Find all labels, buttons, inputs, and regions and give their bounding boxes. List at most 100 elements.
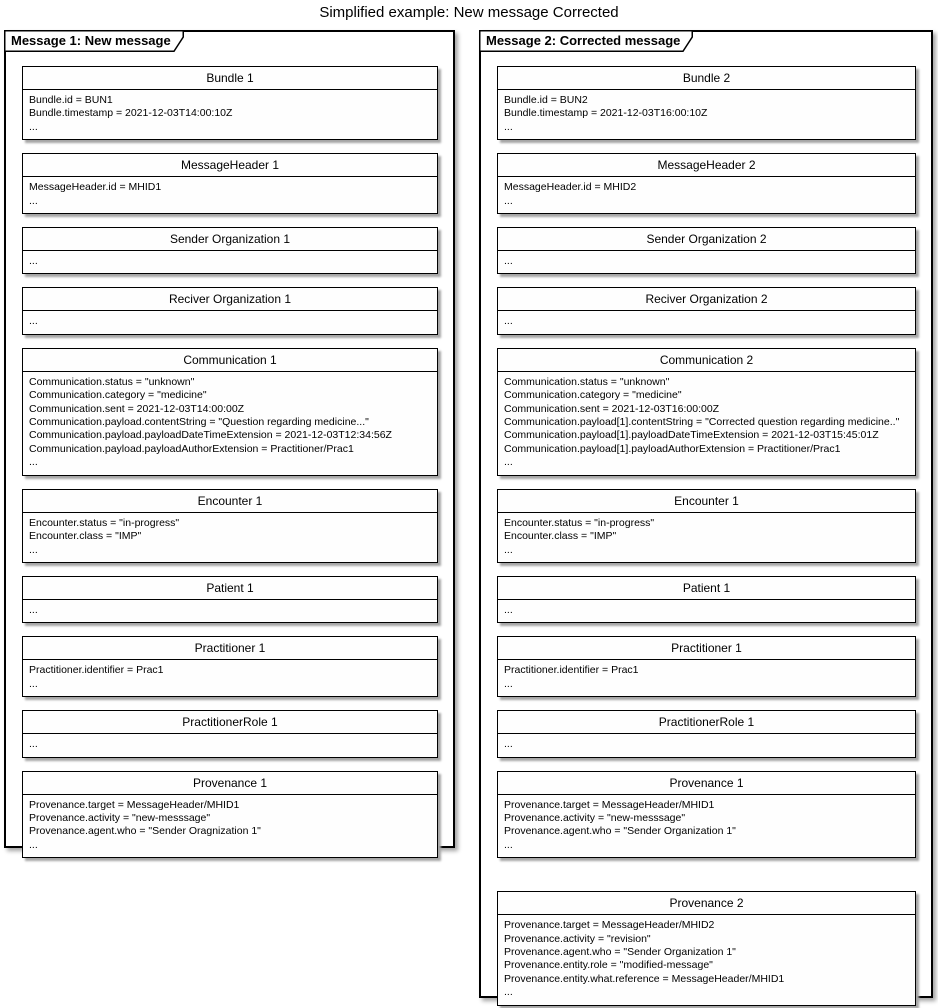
object-line: ... [504,738,513,751]
object-line: Communication.payload.contentString = "Q… [29,416,369,429]
frame-message-1: Message 1: New message Bundle 1 Bundle.id … [4,30,455,859]
object-line: Provenance.activity = "new-messsage" [29,811,211,824]
object-body: Bundle.id = BUN1 Bundle.timestamp = 2021-… [23,90,437,139]
object-box: Provenance 1 Provenance.target = MessageH… [497,770,916,859]
object-line: ... [504,456,513,469]
object-title: Practitioner 1 [498,637,915,661]
object-box: Bundle 1 Bundle.id = BUN1 Bundle.timestamp… [22,66,438,141]
object-line: Communication.payload[1].contentString =… [504,416,900,429]
object-line: ... [504,677,513,690]
object-box: Communication 2 Communication.status = "u… [497,347,916,476]
object-body: Practitioner.identifier = Prac1... [498,660,915,696]
object-body: ... [498,251,915,273]
object-body: ... [23,251,437,273]
object-box: Provenance 2 Provenance.target = MessageH… [497,891,916,1006]
object-line: Bundle.timestamp = 2021-12-03T16:00:10Z [504,107,708,120]
object-line: ... [29,255,38,268]
object-title: Provenance 1 [498,772,915,795]
frame-label: Message 2: Corrected message [486,33,681,48]
object-line: ... [29,838,38,851]
object-line: ... [29,120,38,133]
object-body: Provenance.target = MessageHeader/MHID1 P… [23,795,437,858]
object-line: Provenance.entity.what.reference = Messa… [504,972,785,985]
object-line: Communication.payload[1].payloadDateTime… [504,429,879,442]
object-body: Communication.status = "unknown" Communic… [498,372,915,475]
object-title: Encounter 1 [23,490,437,513]
object-line: Communication.status = "unknown" [29,375,195,388]
object-line: Provenance.target = MessageHeader/MHID1 [29,798,240,811]
object-line: Provenance.agent.who = "Sender Oragnizat… [29,825,261,838]
object-box: Practitioner 1 Practitioner.identifier = … [497,636,916,698]
object-title: Communication 1 [23,349,437,372]
object-line: ... [504,255,513,268]
object-box: MessageHeader 2 MessageHeader.id = MHID2.… [497,153,916,215]
object-line: ... [29,456,38,469]
object-body: ... [498,734,915,756]
object-line: Communication.sent = 2021-12-03T16:00:00… [504,402,720,415]
object-body: MessageHeader.id = MHID2... [498,177,915,213]
object-title: Reciver Organization 2 [498,288,915,312]
object-title: Reciver Organization 1 [23,288,437,312]
object-box: Reciver Organization 2... [497,287,916,335]
frame-tab: Message 1: New message [4,30,184,52]
object-line: MessageHeader.id = MHID1 [29,181,162,194]
object-box: PractitionerRole 1... [497,710,916,758]
object-body: Provenance.target = MessageHeader/MHID1 P… [498,795,915,858]
object-title: Practitioner 1 [23,637,437,661]
object-box: Provenance 1 Provenance.target = MessageH… [22,770,438,859]
object-title: Sender Organization 1 [23,228,437,252]
object-title: Communication 2 [498,349,915,372]
object-line: Provenance.activity = "new-messsage" [504,811,686,824]
object-line: Bundle.timestamp = 2021-12-03T14:00:10Z [29,107,233,120]
object-line: Practitioner.identifier = Prac1 [504,664,639,677]
object-body: ... [23,734,437,756]
object-line: ... [29,543,38,556]
object-line: ... [29,315,38,328]
object-line: Communication.payload.payloadAuthorExten… [29,442,354,455]
object-line: Communication.category = "medicine" [29,389,207,402]
object-line: Provenance.target = MessageHeader/MHID1 [504,798,715,811]
object-title: Patient 1 [23,577,437,600]
object-line: ... [504,986,513,999]
object-line: ... [29,194,38,207]
object-line: ... [29,738,38,751]
frame-tab: Message 2: Corrected message [479,30,693,52]
object-title: Bundle 1 [23,67,437,90]
object-line: Communication.status = "unknown" [504,375,670,388]
object-title: Bundle 2 [498,67,915,90]
object-line: ... [504,120,513,133]
object-title: PractitionerRole 1 [23,711,437,735]
object-line: ... [504,838,513,851]
object-box: PractitionerRole 1... [22,710,438,758]
object-line: ... [504,603,513,616]
object-body: ... [498,600,915,622]
object-body: ... [23,600,437,622]
object-box: Practitioner 1 Practitioner.identifier = … [22,636,438,698]
object-line: MessageHeader.id = MHID2 [504,181,637,194]
object-title: Patient 1 [498,577,915,600]
object-line: Communication.category = "medicine" [504,389,682,402]
object-line: Encounter.class = "IMP" [29,530,142,543]
frame-body: Bundle 2 Bundle.id = BUN2 Bundle.timestamp… [481,32,931,1006]
object-line: Communication.payload.payloadDateTimeExt… [29,429,392,442]
object-line: Provenance.agent.who = "Sender Organizat… [504,825,736,838]
object-box: Encounter 1 Encounter.status = "in-progre… [497,488,916,563]
object-body: Provenance.target = MessageHeader/MHID2 P… [498,915,915,1004]
frame-label: Message 1: New message [11,33,171,48]
object-body: ... [498,311,915,333]
object-line: Provenance.entity.role = "modified-messa… [504,959,713,972]
object-line: Provenance.activity = "revision" [504,932,651,945]
object-box: Sender Organization 2... [497,227,916,275]
object-box: Patient 1... [22,575,438,624]
frame-tab-shape [479,30,693,52]
object-line: Encounter.status = "in-progress" [504,516,655,529]
object-box: Sender Organization 1... [22,227,438,275]
object-title: Encounter 1 [498,490,915,513]
object-box: Communication 1 Communication.status = "u… [22,347,438,476]
object-box: Bundle 2 Bundle.id = BUN2 Bundle.timestamp… [497,66,916,141]
object-line: ... [504,194,513,207]
object-line: Provenance.agent.who = "Sender Organizat… [504,945,736,958]
object-body: Bundle.id = BUN2 Bundle.timestamp = 2021-… [498,90,915,139]
object-line: ... [504,543,513,556]
